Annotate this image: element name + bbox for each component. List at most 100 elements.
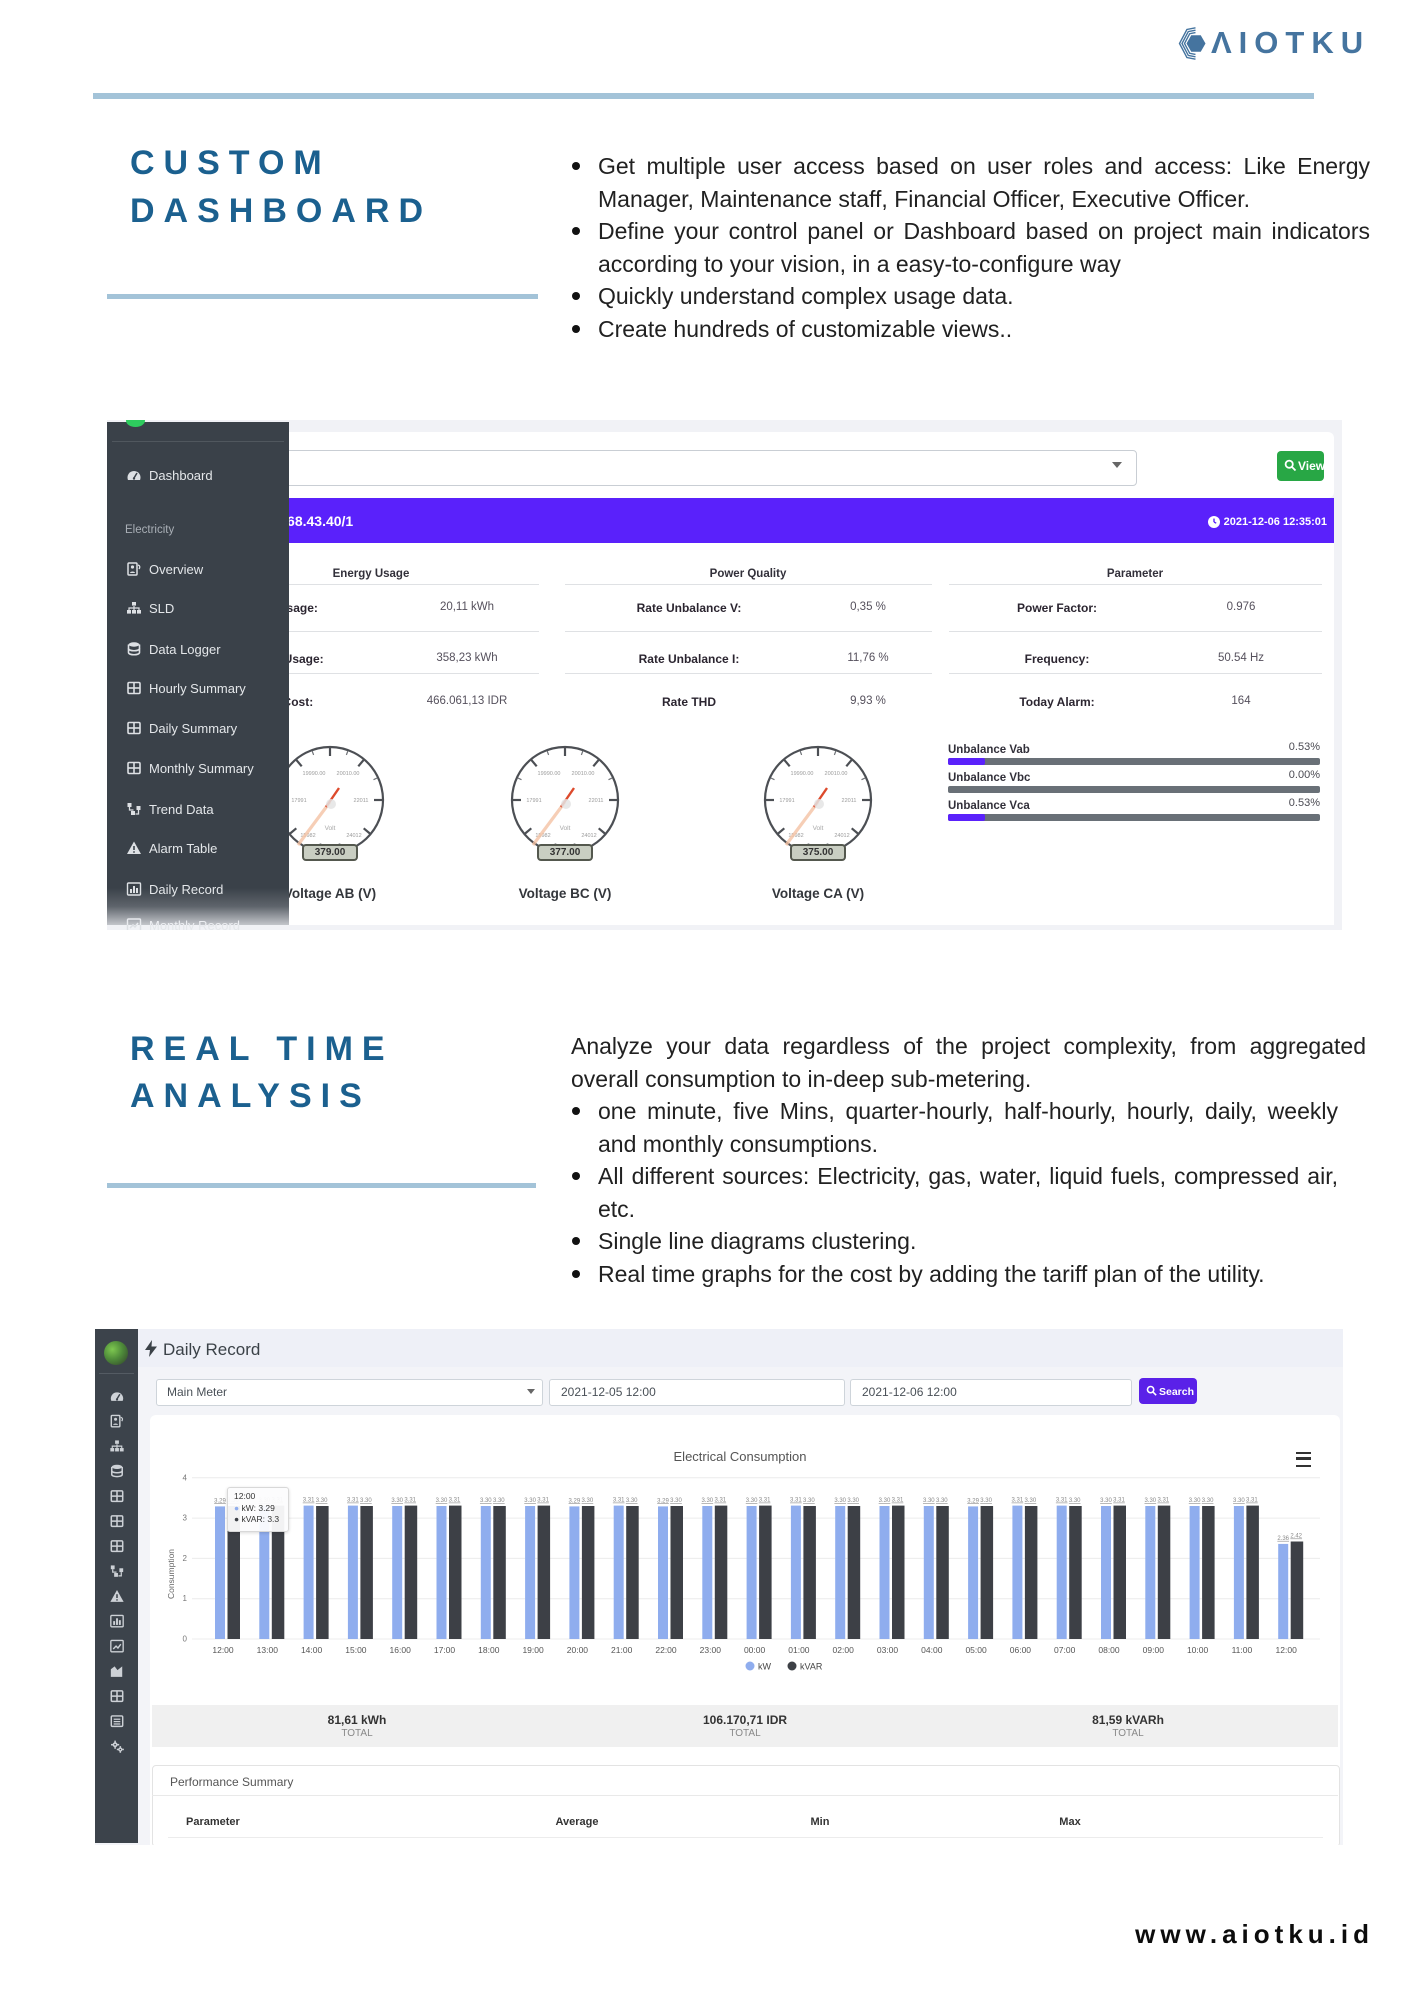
- svg-text:23:00: 23:00: [700, 1645, 722, 1655]
- svg-text:20010.00: 20010.00: [572, 771, 595, 777]
- svg-text:Volt: Volt: [560, 825, 571, 832]
- svg-text:16:00: 16:00: [390, 1645, 412, 1655]
- svg-text:2: 2: [183, 1554, 188, 1563]
- svg-text:ΛIOTKU: ΛIOTKU: [1211, 25, 1370, 60]
- svg-text:3.30: 3.30: [316, 1498, 328, 1504]
- svg-text:3.30: 3.30: [1233, 1498, 1245, 1504]
- svg-text:3.30: 3.30: [436, 1498, 448, 1504]
- svg-text:3.30: 3.30: [582, 1498, 594, 1504]
- svg-text:3.30: 3.30: [1069, 1498, 1081, 1504]
- svg-text:07:00: 07:00: [1054, 1645, 1076, 1655]
- svg-text:20010.00: 20010.00: [825, 771, 848, 777]
- svg-text:09:00: 09:00: [1143, 1645, 1165, 1655]
- svg-text:14:00: 14:00: [301, 1645, 323, 1655]
- svg-text:3.30: 3.30: [524, 1498, 536, 1504]
- svg-text:19990.00: 19990.00: [538, 771, 561, 777]
- svg-text:3.29: 3.29: [967, 1498, 979, 1504]
- svg-text:11:00: 11:00: [1232, 1645, 1253, 1655]
- svg-text:22011: 22011: [589, 798, 604, 804]
- svg-text:3.31: 3.31: [449, 1498, 461, 1504]
- svg-text:3.31: 3.31: [1056, 1498, 1068, 1504]
- svg-text:3.30: 3.30: [1202, 1498, 1214, 1504]
- svg-text:Consumption: Consumption: [166, 1549, 176, 1599]
- svg-text:3.31: 3.31: [892, 1498, 904, 1504]
- svg-text:3: 3: [183, 1514, 188, 1523]
- svg-text:24012: 24012: [346, 833, 361, 839]
- svg-text:3.31: 3.31: [714, 1498, 726, 1504]
- svg-text:4: 4: [183, 1473, 188, 1482]
- svg-text:3.31: 3.31: [347, 1498, 359, 1504]
- svg-text:2.36: 2.36: [1277, 1536, 1289, 1542]
- svg-text:3.30: 3.30: [834, 1498, 846, 1504]
- svg-text:3.30: 3.30: [803, 1498, 815, 1504]
- svg-text:3.30: 3.30: [493, 1498, 505, 1504]
- svg-text:15982: 15982: [535, 833, 550, 839]
- svg-text:05:00: 05:00: [965, 1645, 987, 1655]
- svg-text:3.31: 3.31: [613, 1498, 625, 1504]
- svg-text:kVAR: kVAR: [800, 1662, 823, 1672]
- svg-text:03:00: 03:00: [877, 1645, 899, 1655]
- svg-text:3.30: 3.30: [670, 1498, 682, 1504]
- svg-text:19990.00: 19990.00: [303, 771, 326, 777]
- svg-text:3.30: 3.30: [480, 1498, 492, 1504]
- svg-text:00:00: 00:00: [744, 1645, 766, 1655]
- svg-text:3.30: 3.30: [879, 1498, 891, 1504]
- svg-text:3.29: 3.29: [569, 1498, 581, 1504]
- svg-text:3.31: 3.31: [790, 1498, 802, 1504]
- svg-text:3.31: 3.31: [404, 1498, 416, 1504]
- svg-text:04:00: 04:00: [921, 1645, 943, 1655]
- svg-text:1: 1: [183, 1594, 188, 1603]
- svg-text:17991: 17991: [779, 798, 794, 804]
- svg-text:22011: 22011: [842, 798, 857, 804]
- svg-text:17991: 17991: [291, 798, 306, 804]
- svg-text:2.42: 2.42: [1290, 1534, 1302, 1540]
- svg-text:13:00: 13:00: [257, 1645, 279, 1655]
- svg-text:3.29: 3.29: [657, 1498, 669, 1504]
- svg-text:06:00: 06:00: [1010, 1645, 1032, 1655]
- svg-text:19:00: 19:00: [522, 1645, 544, 1655]
- svg-text:15:00: 15:00: [345, 1645, 367, 1655]
- svg-text:18:00: 18:00: [478, 1645, 500, 1655]
- svg-text:kW: kW: [758, 1662, 772, 1672]
- svg-text:17991: 17991: [526, 798, 541, 804]
- svg-text:15982: 15982: [788, 833, 803, 839]
- svg-text:15982: 15982: [300, 833, 315, 839]
- svg-text:3.31: 3.31: [1246, 1498, 1258, 1504]
- svg-text:10:00: 10:00: [1187, 1645, 1209, 1655]
- svg-text:01:00: 01:00: [788, 1645, 810, 1655]
- svg-text:3.30: 3.30: [847, 1498, 859, 1504]
- svg-text:3.30: 3.30: [391, 1498, 403, 1504]
- svg-text:3.30: 3.30: [1189, 1498, 1201, 1504]
- svg-text:3.31: 3.31: [1113, 1498, 1125, 1504]
- svg-text:3.31: 3.31: [303, 1498, 315, 1504]
- svg-text:3.30: 3.30: [1100, 1498, 1112, 1504]
- svg-text:0: 0: [183, 1635, 188, 1644]
- svg-text:3.31: 3.31: [1012, 1498, 1024, 1504]
- svg-text:3.30: 3.30: [1025, 1498, 1037, 1504]
- svg-text:3.30: 3.30: [936, 1498, 948, 1504]
- svg-text:17:00: 17:00: [434, 1645, 456, 1655]
- svg-text:3.31: 3.31: [759, 1498, 771, 1504]
- svg-text:3.29: 3.29: [214, 1498, 226, 1504]
- svg-text:19990.00: 19990.00: [791, 771, 814, 777]
- svg-text:12:00: 12:00: [212, 1645, 234, 1655]
- svg-text:Volt: Volt: [813, 825, 824, 832]
- svg-text:24012: 24012: [834, 833, 849, 839]
- svg-text:3.31: 3.31: [537, 1498, 549, 1504]
- svg-text:3.30: 3.30: [746, 1498, 758, 1504]
- svg-text:20010.00: 20010.00: [337, 771, 360, 777]
- svg-text:3.30: 3.30: [923, 1498, 935, 1504]
- svg-text:08:00: 08:00: [1098, 1645, 1120, 1655]
- svg-text:3.30: 3.30: [626, 1498, 638, 1504]
- svg-text:3.30: 3.30: [360, 1498, 372, 1504]
- svg-text:3.30: 3.30: [1144, 1498, 1156, 1504]
- svg-text:24012: 24012: [581, 833, 596, 839]
- svg-text:02:00: 02:00: [833, 1645, 855, 1655]
- svg-text:12:00: 12:00: [1276, 1645, 1298, 1655]
- svg-text:3.30: 3.30: [980, 1498, 992, 1504]
- svg-text:22:00: 22:00: [655, 1645, 677, 1655]
- svg-text:3.31: 3.31: [1157, 1498, 1169, 1504]
- svg-text:Volt: Volt: [325, 825, 336, 832]
- svg-text:22011: 22011: [354, 798, 369, 804]
- svg-text:3.30: 3.30: [701, 1498, 713, 1504]
